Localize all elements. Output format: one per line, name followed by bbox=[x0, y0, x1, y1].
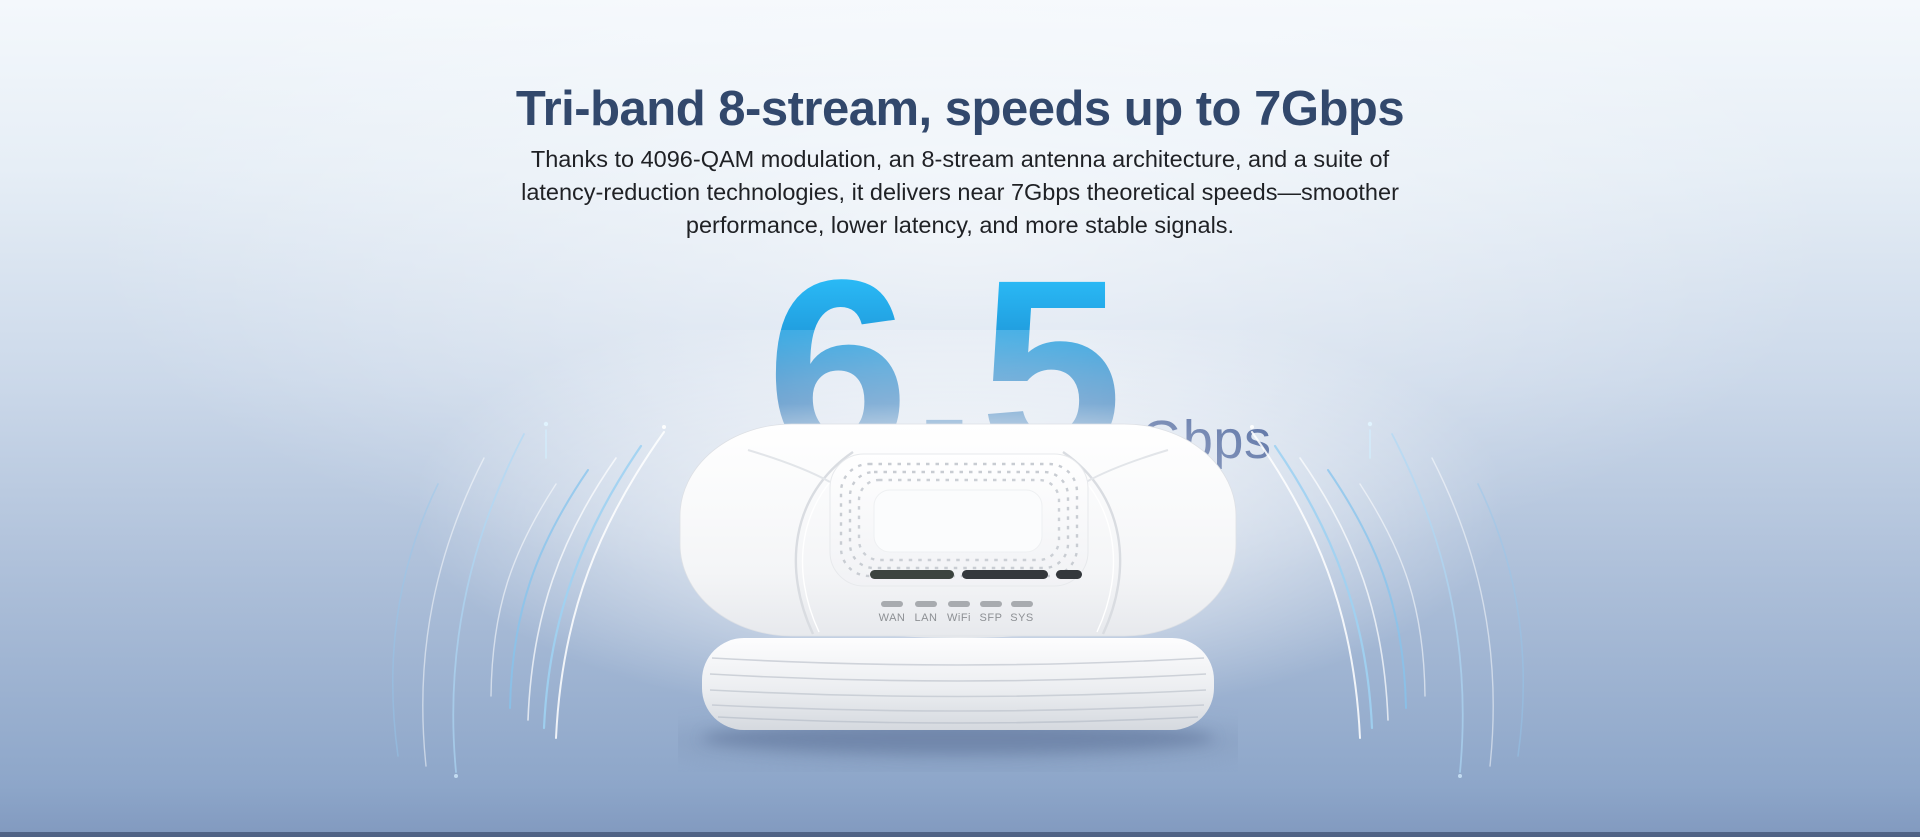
speed-unit: Gbps bbox=[1140, 410, 1272, 470]
led-indicator bbox=[948, 601, 970, 607]
led-indicator bbox=[881, 601, 903, 607]
speed-value: 6.5 bbox=[766, 227, 1123, 513]
hero-description-line: latency-reduction technologies, it deliv… bbox=[521, 179, 1399, 205]
led-label: WiFi bbox=[947, 612, 971, 624]
led-indicator bbox=[1011, 601, 1033, 607]
device-front-face bbox=[788, 580, 1128, 638]
led-indicator bbox=[980, 601, 1002, 607]
speed-callout: 6.5 Gbps bbox=[0, 227, 1920, 513]
hero-description-line: performance, lower latency, and more sta… bbox=[685, 212, 1235, 238]
hero-description-line: Thanks to 4096-QAM modulation, an 8-stre… bbox=[530, 146, 1390, 172]
wave-decoration-left bbox=[391, 421, 666, 778]
device-shadow bbox=[678, 718, 1238, 766]
hero-description: Thanks to 4096-QAM modulation, an 8-stre… bbox=[0, 143, 1920, 242]
led-window bbox=[870, 570, 1082, 579]
section-divider bbox=[0, 832, 1920, 837]
led-label: LAN bbox=[915, 612, 938, 624]
led-label: SFP bbox=[980, 612, 1003, 624]
device-base bbox=[702, 638, 1214, 730]
led-label: WAN bbox=[879, 612, 906, 624]
led-indicators: WAN LAN WiFi SFP SYS bbox=[879, 601, 1034, 624]
page-title: Tri-band 8-stream, speeds up to 7Gbps bbox=[515, 81, 1405, 136]
led-label: SYS bbox=[1010, 612, 1034, 624]
device-shadow-core bbox=[702, 722, 1214, 754]
led-indicator bbox=[915, 601, 937, 607]
wave-decoration-right bbox=[1248, 420, 1525, 780]
